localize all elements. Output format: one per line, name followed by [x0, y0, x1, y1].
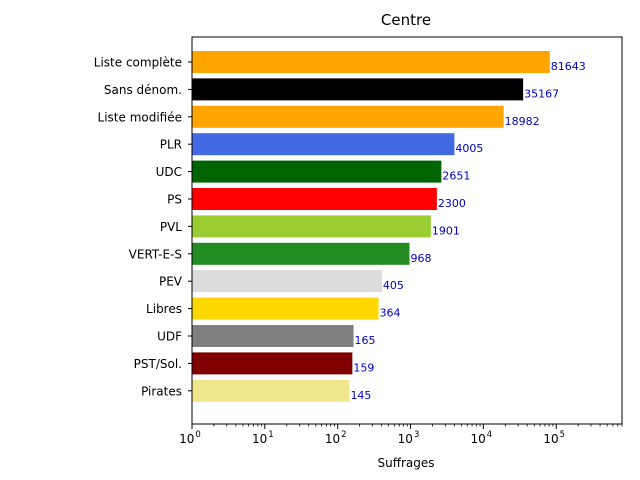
x-axis-label: Suffrages	[377, 456, 434, 470]
y-tick-label: PVL	[160, 220, 182, 234]
bar-9	[192, 270, 382, 293]
y-tick-label: PS	[167, 193, 182, 207]
x-tick-label: 102	[325, 430, 347, 446]
x-tick-label: 101	[252, 430, 274, 446]
value-label: 2651	[442, 170, 470, 183]
value-labels: 81643 35167 18982 4005 2651 2300 1901 968 405 364…	[350, 60, 585, 402]
x-ticks: 100 101 102 103 104 105	[179, 424, 623, 446]
y-tick-labels: Liste complète Sans dénom. Liste modifiée P…	[94, 56, 192, 398]
bar-11	[192, 325, 354, 347]
x-tick-label: 100	[179, 430, 201, 446]
y-tick-label: Sans dénom.	[104, 83, 182, 97]
bar-8	[192, 242, 410, 265]
y-tick-label: PST/Sol.	[134, 357, 182, 371]
value-label: 165	[355, 334, 376, 347]
bar-1	[192, 51, 550, 73]
value-label: 4005	[455, 142, 483, 155]
value-label: 364	[380, 307, 401, 320]
y-tick-label: UDC	[156, 165, 182, 179]
bar-7	[192, 215, 431, 238]
bar-10	[192, 297, 379, 320]
bar-4	[192, 133, 455, 156]
bars-group	[192, 51, 550, 402]
y-tick-label: Liste modifiée	[98, 110, 182, 124]
value-label: 968	[411, 252, 432, 265]
value-label: 405	[383, 279, 404, 292]
bar-13	[192, 379, 350, 402]
value-label: 18982	[505, 115, 540, 128]
value-label: 1901	[432, 224, 460, 237]
x-tick-label: 104	[471, 430, 493, 446]
x-tick-label: 105	[543, 430, 565, 446]
bar-6	[192, 188, 437, 210]
bar-3	[192, 105, 504, 128]
value-label: 159	[353, 361, 374, 374]
y-tick-label: Pirates	[141, 384, 182, 398]
chart-title: Centre	[381, 11, 431, 29]
y-tick-label: PEV	[159, 275, 183, 289]
bar-12	[192, 352, 353, 375]
x-tick-label: 103	[398, 430, 420, 446]
y-tick-label: Libres	[146, 302, 182, 316]
value-label: 81643	[551, 60, 586, 73]
y-tick-label: UDF	[157, 330, 182, 344]
plot-frame	[191, 36, 623, 425]
value-label: 2300	[438, 197, 466, 210]
value-label: 145	[350, 389, 371, 402]
bar-2	[192, 78, 524, 101]
y-tick-label: VERT-E-S	[129, 247, 182, 261]
bar-5	[192, 160, 442, 183]
y-tick-label: PLR	[160, 138, 182, 152]
y-tick-label: Liste complète	[94, 56, 182, 70]
value-label: 35167	[524, 87, 559, 100]
